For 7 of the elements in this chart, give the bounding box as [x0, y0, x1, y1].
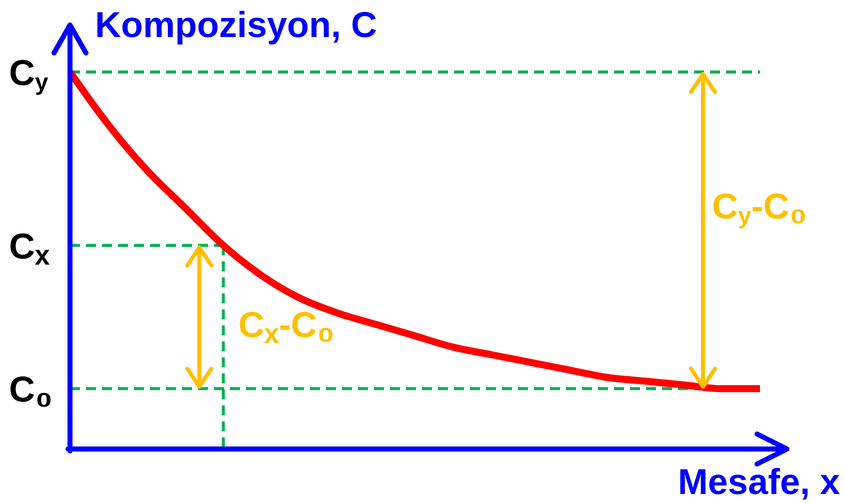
y-axis-title: Kompozisyon, C: [95, 4, 378, 45]
annotation: C$_{y}$-C₀: [712, 184, 808, 231]
annotation: Cₓ-C₀: [238, 304, 335, 350]
x-axis-title: Mesafe, x: [678, 461, 840, 502]
ref-line-label: C₀: [9, 368, 53, 414]
ref-line-label: C$_{y}$: [9, 52, 49, 96]
ref-line-label: Cₓ: [9, 224, 50, 272]
